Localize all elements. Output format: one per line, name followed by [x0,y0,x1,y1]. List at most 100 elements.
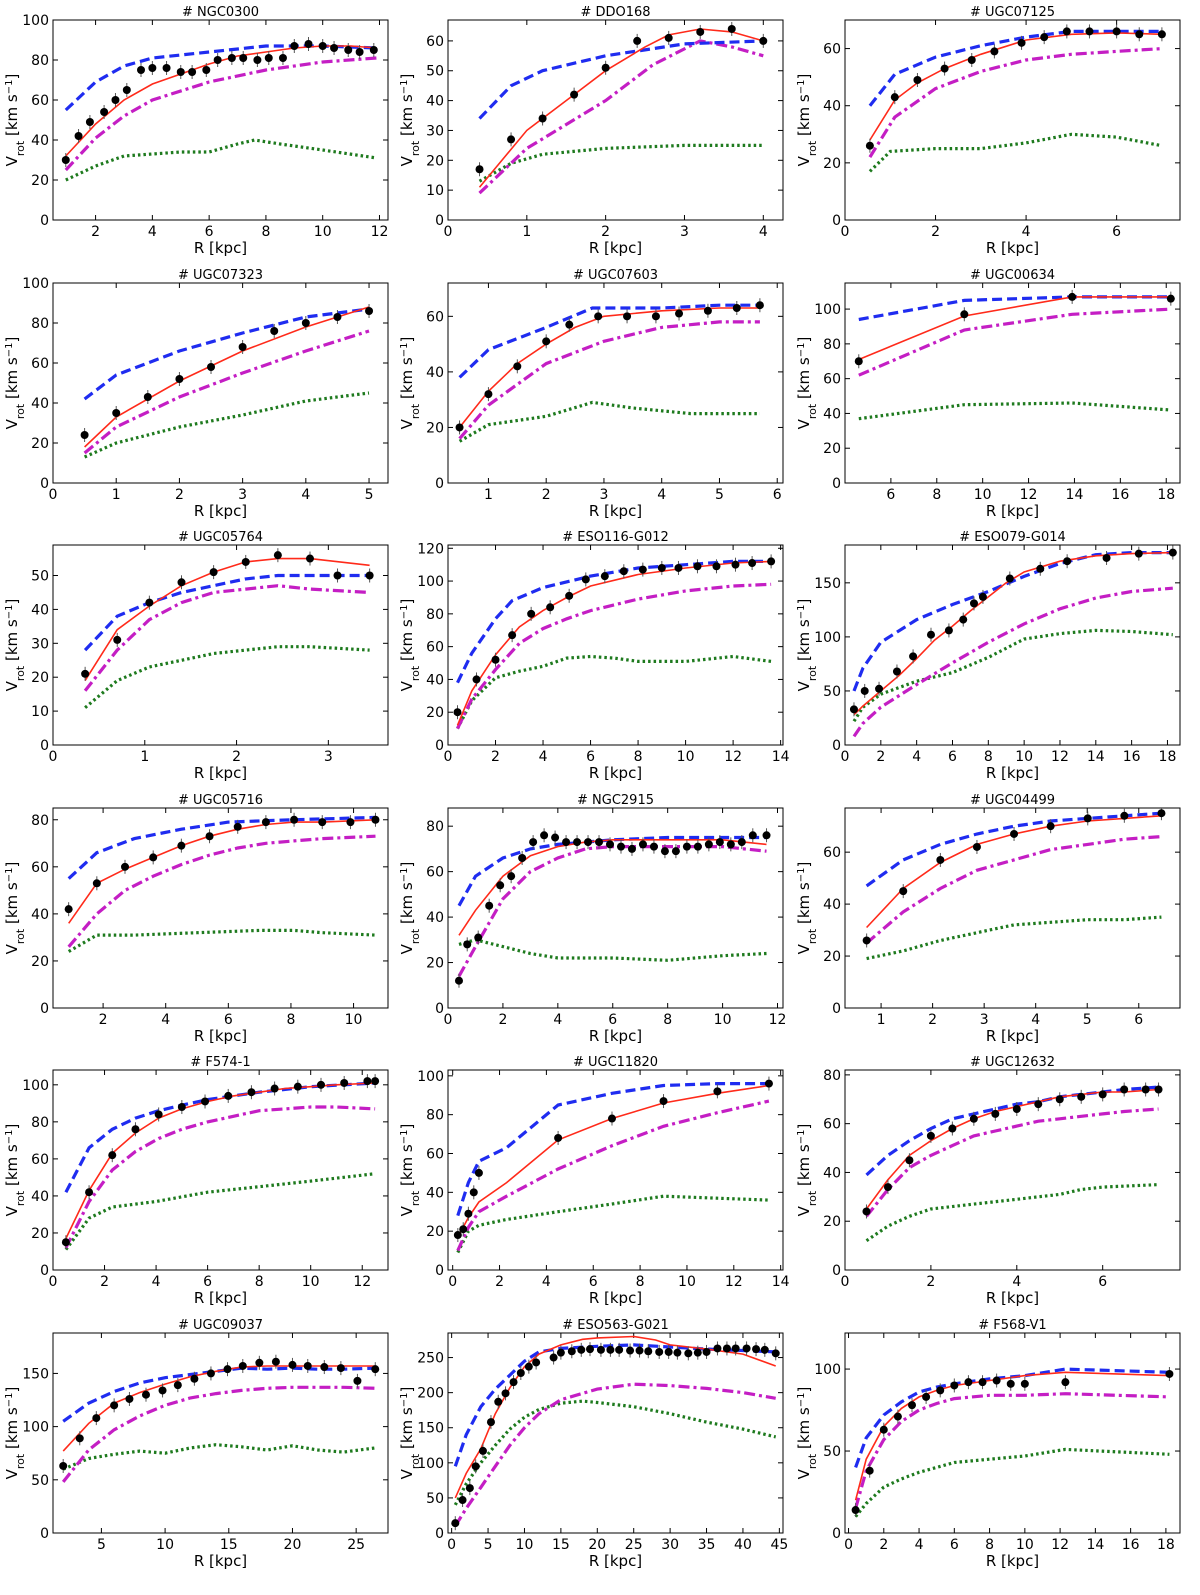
data-point [950,1381,959,1390]
x-tick-label: 5 [97,1537,106,1553]
data-point [485,901,494,910]
data-point [905,1156,914,1165]
dotted-green-curve [67,928,376,953]
y-tick-label: 20 [31,1226,49,1242]
data-point [752,1345,761,1354]
data-point [1017,38,1026,47]
data-point [638,565,647,574]
y-axis-label: Vrot [km s−1] [398,862,422,955]
dash-dot-magenta-curve [83,329,370,455]
x-axis-label: R [kpc] [589,1552,642,1570]
x-tick-label: 4 [915,1537,924,1553]
subplot-title: # UGC12632 [970,1055,1055,1070]
data-point [175,375,184,383]
x-tick-label: 12 [724,749,742,765]
y-tick-label: 40 [31,133,49,149]
x-axis-label: R [kpc] [589,1027,642,1045]
y-tick-label: 80 [823,1068,841,1084]
data-point [737,838,746,847]
y-tick-label: 0 [832,738,841,754]
dashed-blue-curve [478,39,764,120]
x-tick-label: 10 [302,1274,320,1290]
dotted-green-curve [62,1443,376,1471]
data-point [899,887,908,896]
data-point [649,842,658,851]
y-label-subscript: rot [806,1453,819,1469]
y-label-subscript: rot [806,665,819,681]
y-label-units: [km s [3,882,21,929]
data-point [371,815,380,824]
data-point [304,40,313,48]
y-label-subscript: rot [409,928,422,944]
y-tick-label: 60 [426,640,444,656]
data-point [1005,574,1014,583]
x-tick-label: 6 [950,1537,959,1553]
y-label-exponent: −1 [4,1393,15,1408]
y-label-main: V [3,943,21,954]
data-point [1168,548,1177,557]
data-point [748,559,757,568]
y-label-main: V [398,1468,416,1479]
subplot-title: # F574-1 [190,1055,250,1070]
y-label-units: [km s [398,882,416,929]
data-point [459,1225,468,1234]
y-tick-label: 40 [426,672,444,688]
y-label-main: V [3,1205,21,1216]
dash-dot-magenta-curve [83,584,370,692]
y-label-exponent: −1 [796,868,807,883]
y-tick-label: 100 [814,630,841,646]
y-tick-label: 80 [31,316,49,332]
data-point [1068,292,1077,301]
subplot-title: # UGC07125 [970,5,1055,20]
x-tick-label: 14 [772,1274,790,1290]
y-label-subscript: rot [14,403,27,419]
data-point [148,64,157,72]
data-point [926,630,935,639]
y-label-exponent: −1 [4,605,15,620]
subplot-title: # UGC05716 [178,793,263,808]
x-axis-label: R [kpc] [986,239,1039,257]
x-tick-label: 0 [49,487,58,503]
x-tick-label: 6 [1112,224,1121,240]
y-tick-label: 50 [426,1491,444,1507]
y-tick-label: 10 [426,183,444,199]
data-point [944,626,953,635]
data-point [936,855,945,864]
x-tick-label: 3 [238,487,247,503]
data-point [111,96,120,104]
x-tick-label: 8 [932,487,941,503]
data-point [532,1358,541,1367]
data-point [455,423,464,432]
y-tick-label: 150 [417,1421,444,1437]
x-tick-label: 2 [495,1274,504,1290]
dashed-blue-curve [456,559,772,684]
data-point [137,66,146,74]
data-point [626,1346,635,1355]
x-tick-label: 2 [100,1274,109,1290]
data-point [595,838,604,847]
data-point [742,1344,751,1353]
data-point [112,409,121,417]
data-point [675,309,684,318]
data-point [301,319,310,327]
x-axis-label: R [kpc] [986,1289,1039,1307]
y-label-main: V [795,1205,813,1216]
y-label-subscript: rot [409,1190,422,1206]
dashed-blue-curve [865,1085,1159,1177]
y-label-close: ] [3,337,21,343]
data-point [671,847,680,856]
y-tick-label: 60 [426,34,444,50]
x-tick-label: 5 [715,487,724,503]
y-tick-label: 40 [31,907,49,923]
x-tick-label: 10 [314,224,332,240]
dashed-blue-curve [852,550,1173,692]
y-label-close: ] [795,599,813,605]
data-point [190,1374,199,1383]
axes-frame [447,1069,784,1271]
data-point [527,609,536,618]
data-point [205,832,214,841]
data-point [594,312,603,321]
y-tick-label: 60 [426,865,444,881]
y-tick-label: 250 [417,1351,444,1367]
